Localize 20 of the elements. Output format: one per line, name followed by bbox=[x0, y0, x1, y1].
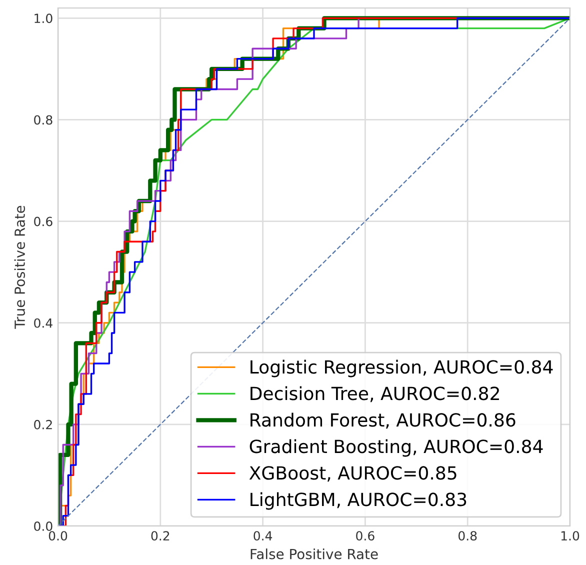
x-tick-label: 0.2 bbox=[151, 531, 170, 541]
legend-label: Random Forest, AUROC=0.86 bbox=[250, 412, 516, 429]
x-tick-label: 0.0 bbox=[48, 531, 68, 541]
y-axis-title: True Positive Rate bbox=[14, 206, 26, 329]
legend-label: XGBoost, AUROC=0.85 bbox=[249, 466, 456, 482]
y-tick-label: 0.0 bbox=[34, 521, 52, 531]
y-tick-label: 1.0 bbox=[34, 14, 52, 24]
x-tick-label: 0.4 bbox=[254, 531, 272, 541]
legend-label: Logistic Regression, AUROC=0.84 bbox=[250, 360, 553, 378]
y-tick-label: 0.8 bbox=[34, 115, 52, 125]
x-tick-label: 0.6 bbox=[356, 531, 374, 541]
legend-label: Decision Tree, AUROC=0.82 bbox=[250, 386, 499, 402]
y-tick-label: 0.6 bbox=[34, 216, 52, 226]
x-tick-label: 0.8 bbox=[458, 531, 477, 541]
y-tick-label: 0.2 bbox=[34, 420, 52, 430]
legend-label: LightGBM, AUROC=0.83 bbox=[250, 492, 466, 510]
x-axis-title: False Positive Rate bbox=[250, 548, 378, 560]
legend-label: Gradient Boosting, AUROC=0.84 bbox=[250, 439, 543, 457]
x-tick-label: 1.0 bbox=[561, 531, 580, 541]
y-tick-label: 0.4 bbox=[34, 318, 52, 328]
